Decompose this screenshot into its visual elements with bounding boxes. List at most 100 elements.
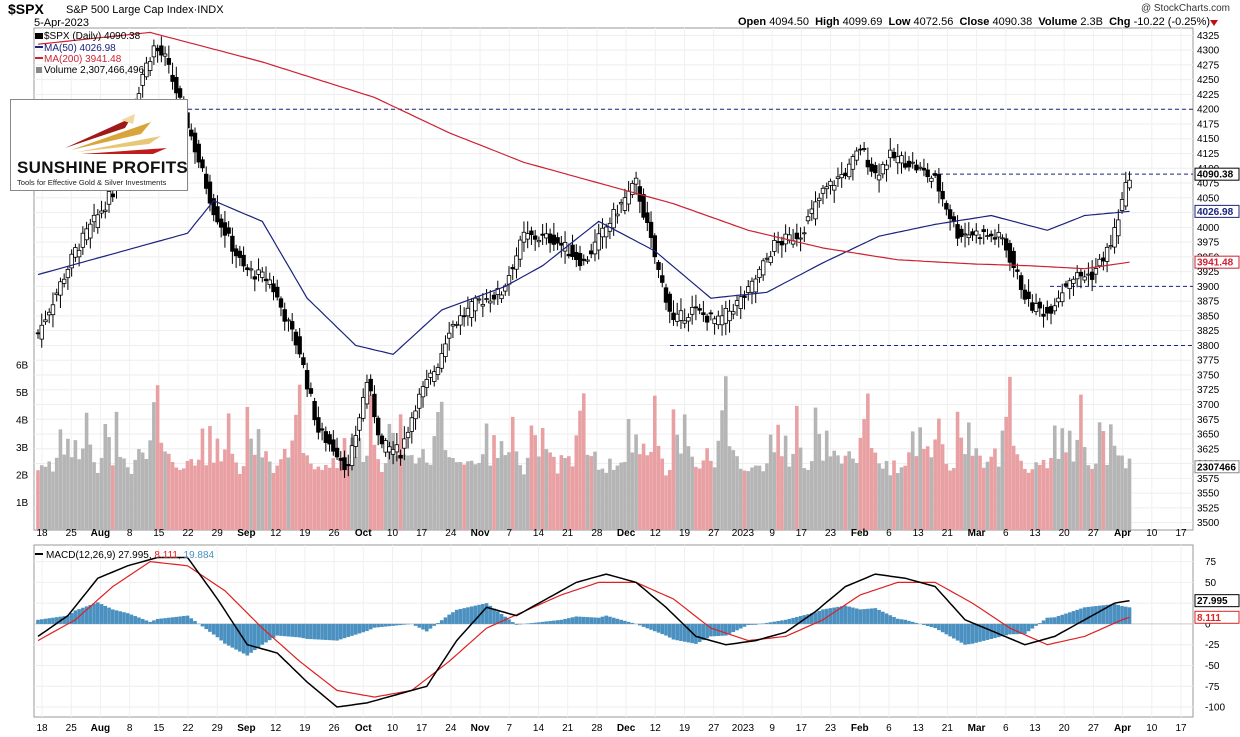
date-tick-label: 21	[942, 528, 954, 539]
macd-histogram-bar	[746, 623, 751, 625]
volume-bar	[709, 460, 713, 530]
volume-bar	[1086, 465, 1091, 530]
chart-title: S&P 500 Large Cap Index·INDX	[66, 4, 224, 16]
volume-bar	[589, 456, 594, 530]
volume-bar	[604, 472, 608, 530]
volume-bar	[316, 466, 321, 530]
volume-bar	[81, 448, 85, 530]
volume-bar	[847, 451, 851, 530]
macd-histogram-bar	[544, 621, 549, 624]
candle-body	[312, 401, 317, 421]
candle-body	[368, 378, 373, 392]
candle-body	[977, 237, 983, 240]
candle-body	[854, 150, 859, 161]
macd-histogram-bar	[215, 623, 220, 638]
ma200-tag: 3941.48	[1194, 255, 1240, 269]
candle-body	[458, 315, 463, 326]
macd-histogram-bar	[133, 616, 137, 624]
candle-body	[248, 268, 254, 271]
macd-histogram-bar	[1052, 617, 1057, 624]
macd-histogram-bar	[776, 621, 780, 624]
candle-body	[346, 464, 351, 467]
candle-body	[58, 281, 63, 296]
volume-bar	[712, 467, 717, 530]
macd-histogram-bar	[735, 623, 739, 631]
volume-bar	[484, 423, 489, 530]
volume-bar	[84, 412, 89, 530]
date-tick-label: 17	[416, 723, 428, 734]
macd-histogram-bar	[301, 623, 306, 639]
volume-bar	[948, 470, 952, 530]
volume-bar	[813, 407, 818, 530]
candle-body	[544, 233, 549, 239]
macd-histogram-bar	[320, 623, 324, 640]
volume-bar	[36, 470, 40, 530]
candle-body	[1052, 305, 1057, 312]
candle-body	[39, 324, 44, 340]
macd-histogram-bar	[832, 607, 837, 624]
candle-body	[1119, 199, 1125, 211]
macd-histogram-bar	[309, 623, 313, 640]
volume-bar	[780, 456, 784, 530]
volume-bar	[174, 467, 179, 530]
date-tick-label: Feb	[851, 528, 869, 539]
candle-body	[263, 278, 269, 282]
candle-body	[357, 417, 362, 431]
macd-histogram-bar	[600, 616, 605, 624]
macd-histogram-bar	[99, 604, 104, 624]
candle-body	[966, 234, 971, 239]
price-tick-label: 3875	[1197, 297, 1220, 308]
candle-body	[1097, 258, 1102, 267]
candle-body	[215, 206, 220, 223]
macd-histogram-bar	[122, 612, 126, 624]
date-tick-label: 23	[825, 528, 837, 539]
macd-tag-box	[1194, 594, 1240, 608]
macd-histogram-bar	[436, 623, 440, 624]
candle-body	[917, 166, 923, 169]
volume-bar	[638, 454, 642, 530]
volume-bar	[750, 467, 754, 530]
candle-body	[435, 367, 441, 376]
low-label: Low	[888, 16, 911, 28]
candle-body	[469, 301, 474, 318]
candle-body	[547, 233, 553, 244]
candle-body	[1104, 246, 1110, 262]
candle-body	[521, 231, 527, 243]
date-tick-label: 12	[270, 528, 282, 539]
macd-histogram-bar	[903, 619, 908, 624]
candle-body	[1011, 250, 1016, 269]
macd-histogram-bar	[159, 618, 164, 624]
signal-tag-box	[1194, 610, 1240, 624]
volume-bar	[656, 445, 661, 530]
date-tick-label: 19	[299, 723, 311, 734]
candle-body	[439, 353, 444, 369]
candle-body	[536, 239, 542, 243]
close-tag: 4090.38	[1194, 167, 1240, 181]
candle-body	[1089, 271, 1095, 280]
macd-histogram-bar	[267, 623, 272, 641]
candle-body	[630, 183, 635, 195]
macd-histogram-bar	[578, 616, 582, 624]
volume-bar	[963, 454, 967, 530]
volume-bar	[877, 463, 881, 530]
candle-body	[282, 309, 287, 322]
macd-histogram-bar	[66, 615, 70, 624]
candle-body	[626, 190, 631, 205]
macd-histogram-bar	[529, 623, 534, 624]
candle-body	[880, 164, 886, 175]
macd-histogram-bar	[279, 623, 283, 636]
candle-body	[35, 332, 41, 335]
date-tick-label: 24	[445, 723, 457, 734]
volume-bar	[817, 433, 822, 530]
price-axis: 4325430042754250422542004175415041254100…	[1197, 31, 1220, 529]
volume-bar	[1030, 469, 1035, 530]
macd-histogram-bar	[451, 612, 455, 624]
candle-body	[962, 233, 968, 236]
price-tick-label: 3675	[1197, 415, 1220, 426]
candle-body	[716, 315, 721, 326]
macd-tick-label: -100	[1205, 703, 1225, 714]
candle-body	[200, 159, 205, 169]
candle-body	[260, 271, 265, 278]
macd-histogram-bar	[189, 618, 194, 624]
